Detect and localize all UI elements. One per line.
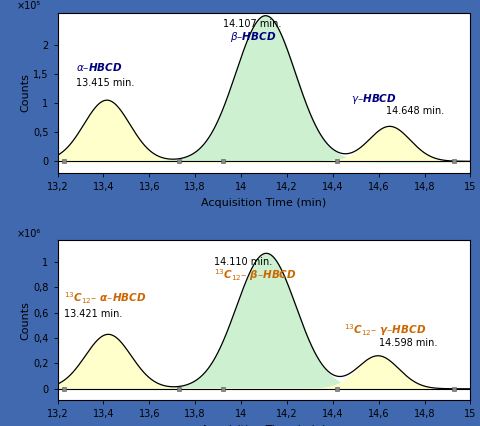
Text: 14.648 min.: 14.648 min.: [385, 106, 444, 115]
X-axis label: Acquisition Time (min): Acquisition Time (min): [202, 425, 326, 426]
Text: 14.107 min.: 14.107 min.: [223, 19, 281, 29]
Text: 13.421 min.: 13.421 min.: [64, 308, 123, 319]
Text: ×10⁵: ×10⁵: [16, 1, 41, 11]
Text: $\gamma$–HBCD: $\gamma$–HBCD: [351, 92, 397, 106]
X-axis label: Acquisition Time (min): Acquisition Time (min): [202, 198, 326, 207]
Y-axis label: Counts: Counts: [20, 301, 30, 340]
Text: $^{13}$C$_{12}$– β–HBCD: $^{13}$C$_{12}$– β–HBCD: [214, 267, 296, 282]
Text: $\beta$–HBCD: $\beta$–HBCD: [229, 30, 276, 44]
Text: ×10⁶: ×10⁶: [16, 229, 41, 239]
Text: 14.110 min.: 14.110 min.: [214, 257, 272, 267]
Text: $\alpha$–HBCD: $\alpha$–HBCD: [76, 61, 122, 73]
Text: 13.415 min.: 13.415 min.: [76, 78, 134, 88]
Text: $^{13}$C$_{12}$– α–HBCD: $^{13}$C$_{12}$– α–HBCD: [64, 291, 147, 306]
Y-axis label: Counts: Counts: [20, 73, 30, 112]
Text: 14.598 min.: 14.598 min.: [379, 338, 437, 348]
Text: $^{13}$C$_{12}$– γ–HBCD: $^{13}$C$_{12}$– γ–HBCD: [344, 322, 427, 338]
